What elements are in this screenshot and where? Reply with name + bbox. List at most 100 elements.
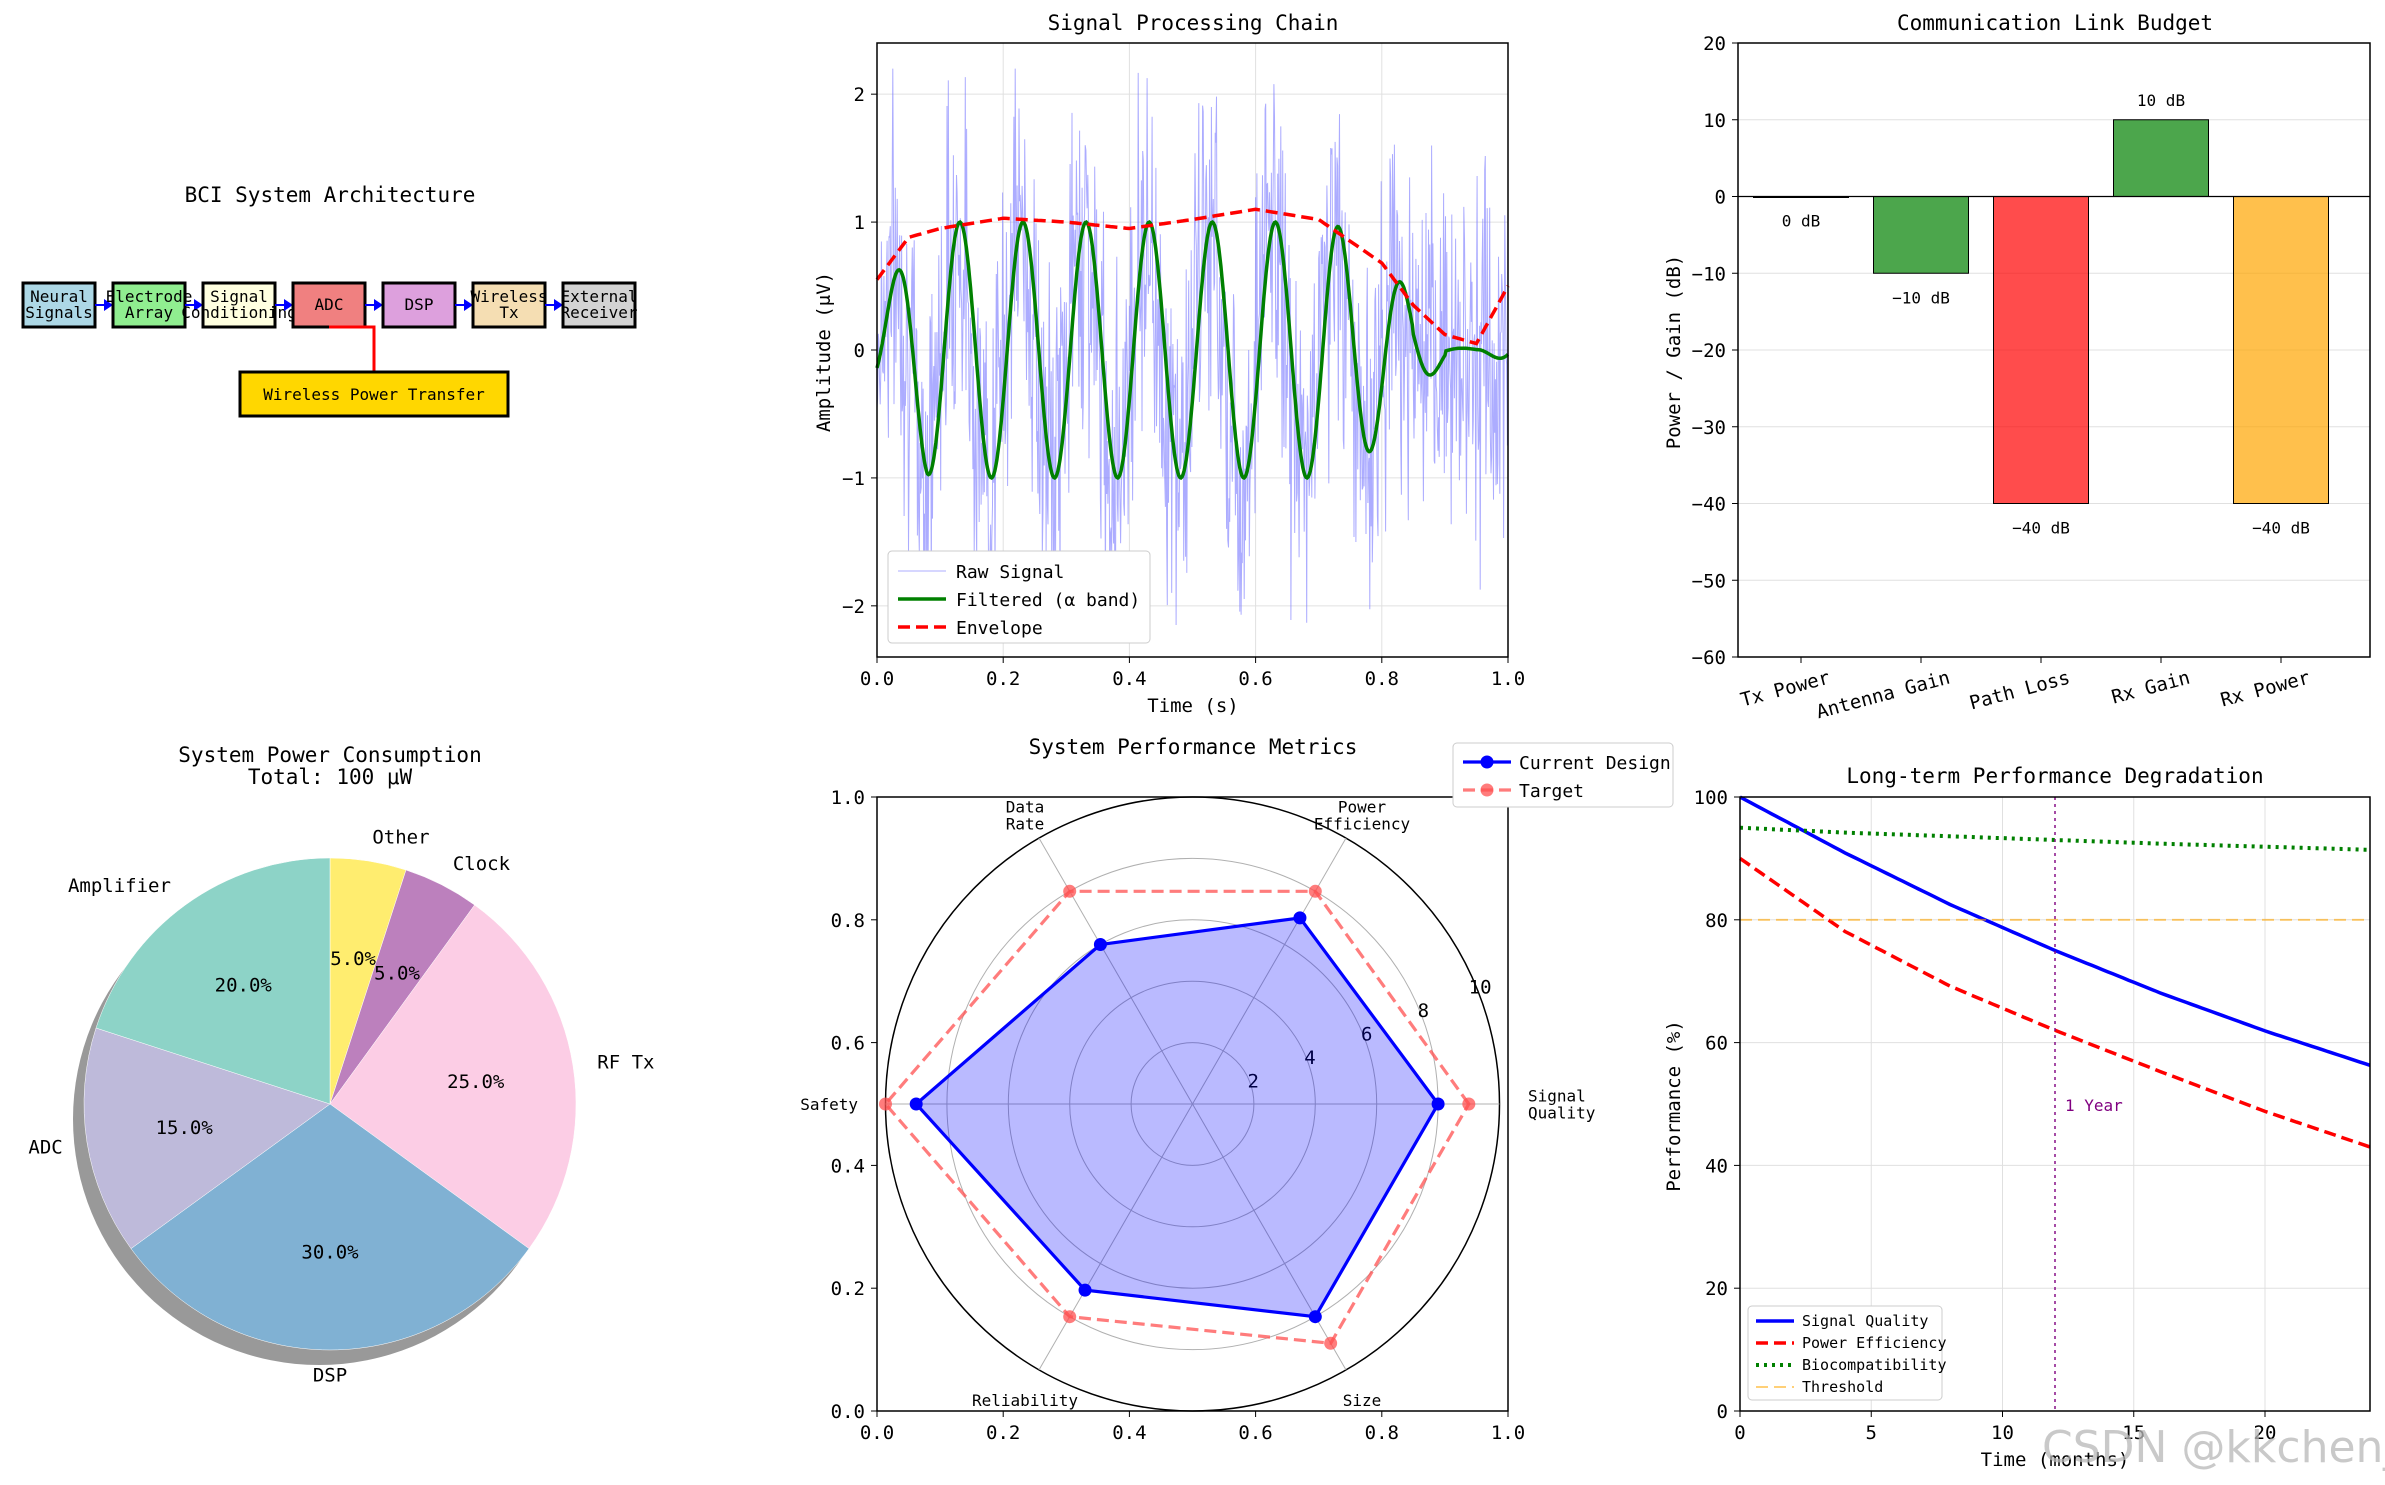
y-tick-label: 0	[854, 340, 865, 362]
signal-chain-title: Signal Processing Chain	[1048, 11, 1339, 35]
radar-axis-label: Quality	[1528, 1104, 1596, 1123]
y-tick-label: 20	[1703, 33, 1726, 55]
radar-point	[1308, 1310, 1322, 1324]
legend-box	[887, 550, 1151, 644]
pie-pct-label: 20.0%	[215, 975, 273, 997]
series-envelope	[875, 207, 1510, 346]
y-tick-label: −50	[1692, 570, 1726, 592]
radar-r-tick-label: 8	[1418, 1000, 1429, 1022]
radar-point	[1293, 911, 1307, 925]
legend-label: Power Efficiency	[1802, 1334, 1947, 1352]
power-pie-chart: System Power Consumption Total: 100 μW 5…	[28, 743, 654, 1387]
diagram-arrowhead	[284, 299, 293, 311]
watermark: CSDN @kkchenji	[2042, 1422, 2385, 1473]
diagram-power-block	[238, 370, 510, 418]
diagram-block-label: External	[560, 287, 637, 306]
degradation-ylabel: Performance (%)	[1663, 1020, 1685, 1192]
pie-label: DSP	[313, 1365, 347, 1387]
pie-pct-label: 15.0%	[156, 1117, 214, 1139]
signal-chain-ylabel: Amplitude (μV)	[813, 272, 835, 432]
diagram-block-label: Receiver	[560, 303, 637, 322]
y-tick-label: 1	[854, 212, 865, 234]
x-tick-label: 0.0	[860, 668, 894, 690]
x-tick-label: 0	[1734, 1422, 1745, 1444]
series-filtered	[875, 220, 1510, 481]
legend-label: Filtered (α band)	[956, 590, 1140, 611]
radar-point	[1063, 884, 1077, 898]
diagram-block-label: Tx	[499, 303, 519, 322]
link-budget-ylabel: Power / Gain (dB)	[1663, 255, 1685, 449]
link-budget-frame	[1737, 42, 2371, 658]
legend-label: Raw Signal	[956, 562, 1064, 583]
bar-value-label: −40 dB	[2012, 519, 2070, 538]
y-tick-label: 0.8	[831, 910, 865, 932]
degradation-xlabel: Time (months)	[1981, 1449, 2130, 1471]
diagram-arrowhead	[464, 299, 473, 311]
radar-axis-label: Data	[1006, 798, 1045, 817]
diagram-block-label: Array	[125, 303, 174, 322]
radar-point	[879, 1097, 892, 1111]
bar	[2233, 196, 2329, 504]
legend-box	[1747, 1305, 1943, 1401]
y-tick-label: 0	[1717, 1401, 1728, 1423]
architecture-title: BCI System Architecture	[185, 183, 476, 207]
radar-chart: System Performance Metrics 0.00.0 0.2 0.2 0…	[800, 735, 1674, 1444]
y-tick-label: −2	[842, 596, 865, 618]
signal-chain-frame	[876, 42, 1509, 658]
y-tick-label: −20	[1692, 340, 1726, 362]
y-tick-label: −60	[1692, 647, 1726, 669]
diagram-power-link	[329, 325, 376, 372]
legend-label: Biocompatibility	[1802, 1356, 1947, 1374]
y-tick-label: 0.0	[831, 1401, 865, 1423]
radar-r-tick-label: 10	[1469, 977, 1492, 999]
pie-pct-label: 25.0%	[447, 1071, 505, 1093]
diagram-block-label: DSP	[405, 295, 434, 314]
pie-slice	[95, 857, 331, 1105]
diagram-block-label: Neural	[30, 287, 88, 306]
y-tick-label: 2	[854, 84, 865, 106]
y-tick-label: −30	[1692, 417, 1726, 439]
diagram-block-label: Electrode	[106, 287, 193, 306]
diagram-block	[21, 281, 97, 329]
radar-point	[1308, 884, 1322, 898]
radar-point	[1078, 1283, 1092, 1297]
x-tick-label: 0.4	[1112, 668, 1146, 690]
y-tick-label: −40	[1692, 494, 1726, 516]
radar-fill	[916, 917, 1439, 1317]
y-tick-label: −10	[1692, 263, 1726, 285]
bar-value-label: −10 dB	[1892, 288, 1950, 307]
y-tick-label: 20	[1705, 1278, 1728, 1300]
pie-label: Other	[372, 827, 429, 849]
bar	[1993, 196, 2089, 504]
legend-label: Target	[1519, 781, 1584, 802]
radar-axis-label: Size	[1343, 1391, 1382, 1410]
radar-point	[909, 1097, 923, 1111]
y-tick-label: 1.0	[831, 787, 865, 809]
radar-r-tick-label: 6	[1361, 1024, 1372, 1046]
y-tick-label: 0	[1715, 187, 1726, 209]
radar-axis-label: Efficiency	[1314, 815, 1411, 834]
pie-subtitle: Total: 100 μW	[248, 765, 413, 789]
signal-chain-xlabel: Time (s)	[1147, 695, 1239, 717]
diagram-block	[471, 281, 547, 329]
legend-label: Envelope	[956, 618, 1043, 639]
radar-axis-label: Safety	[800, 1095, 858, 1114]
y-tick-label: 80	[1705, 910, 1728, 932]
radar-point	[1462, 1097, 1476, 1111]
diagram-block	[111, 281, 187, 329]
radar-r-tick-label: 2	[1247, 1071, 1258, 1093]
diagram-block-label: Signal	[210, 287, 268, 306]
bar	[1873, 196, 1969, 274]
radar-axis-label: Signal	[1528, 1087, 1586, 1106]
pie-slice	[130, 1103, 530, 1351]
diagram-arrowhead	[554, 299, 563, 311]
y-tick-label: 40	[1705, 1155, 1728, 1177]
y-tick-label: 60	[1705, 1033, 1728, 1055]
radar-spoke	[1192, 1103, 1347, 1371]
x-tick-label: 0.4	[1112, 1422, 1146, 1444]
x-tick-label: 10	[1991, 1422, 2014, 1444]
pie-label: Clock	[453, 853, 511, 875]
